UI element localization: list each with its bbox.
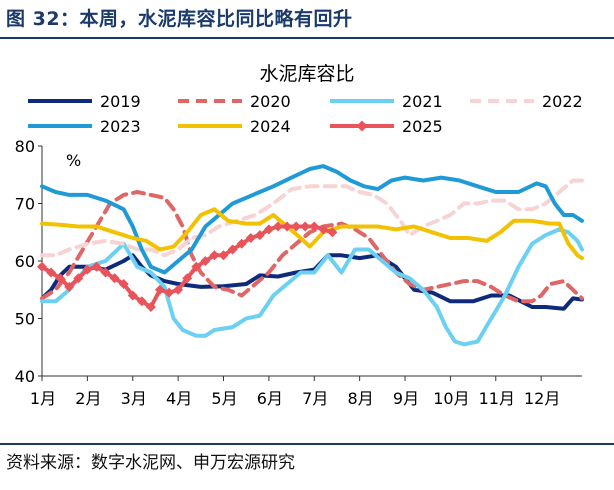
series-point-2025 <box>164 287 175 298</box>
title-rule <box>0 37 614 39</box>
x-tick-label: 11月 <box>479 389 515 408</box>
series-point-2025 <box>291 221 302 232</box>
chart-title: 水泥库容比 <box>259 63 354 85</box>
series-point-2025 <box>245 233 256 243</box>
series-point-2025 <box>327 227 338 238</box>
source-rule <box>0 443 614 445</box>
legend-label: 2020 <box>250 92 291 111</box>
chart-axes: 40 50 60 70 80% 1月 2月 3月 4月 5月 6月 7月 8月 9月 10月 11月 12月 <box>15 137 582 408</box>
y-tick-label: 50 <box>15 310 35 329</box>
series-point-2025 <box>182 273 193 284</box>
legend-marker <box>356 120 368 132</box>
series-point-2025 <box>318 224 329 235</box>
series-point-2025 <box>91 261 102 272</box>
series-point-2025 <box>100 267 111 278</box>
series-point-2025 <box>173 284 184 295</box>
x-tick-label: 9月 <box>393 389 419 408</box>
series-point-2025 <box>282 221 293 232</box>
x-tick-label: 12月 <box>524 389 560 408</box>
series-line-2021 <box>40 227 584 347</box>
chart-series <box>37 164 584 347</box>
series-point-2025 <box>109 273 120 284</box>
series-line-2023 <box>40 164 584 275</box>
x-tick-label: 1月 <box>30 389 56 408</box>
series-point-2025 <box>227 244 238 255</box>
legend-label: 2022 <box>542 92 583 111</box>
series-line-2024 <box>40 207 584 261</box>
series-point-2025 <box>272 221 283 232</box>
x-tick-label: 7月 <box>302 389 328 408</box>
y-tick-label: 40 <box>15 367 35 386</box>
figure-title: 图 32：本周，水泥库容比同比略有回升 <box>6 8 353 30</box>
legend-label: 2024 <box>250 117 291 136</box>
series-point-2025 <box>309 221 320 232</box>
x-tick-label: 6月 <box>257 389 283 408</box>
y-tick-label: 80 <box>15 137 35 156</box>
legend-label: 2019 <box>100 92 141 111</box>
series-line-2022 <box>40 178 584 258</box>
series-point-2025 <box>263 224 274 235</box>
series-point-2025 <box>73 273 84 284</box>
series-point-2025 <box>46 267 57 278</box>
y-unit-label: % <box>66 151 81 170</box>
y-tick-label: 60 <box>15 252 35 271</box>
series-point-2025 <box>236 238 247 249</box>
x-tick-label: 3月 <box>121 389 147 408</box>
x-tick-label: 8月 <box>348 389 374 408</box>
legend-label: 2025 <box>402 117 443 136</box>
y-tick-label: 70 <box>15 195 35 214</box>
x-tick-label: 10月 <box>433 389 469 408</box>
series-point-2025 <box>118 279 129 289</box>
series-point-2025 <box>218 250 229 261</box>
series-point-2025 <box>154 284 165 295</box>
chart-legend: 2019 2020 2021 2022 2023 2024 2025 <box>28 92 583 136</box>
series-point-2025 <box>254 230 265 241</box>
series-point-2025 <box>209 250 220 261</box>
line-chart: 水泥库容比 2019 2020 2021 2022 2023 2024 2025 40 50 6… <box>15 63 584 408</box>
series-line-2019 <box>40 253 584 311</box>
series-point-2025 <box>136 296 147 307</box>
series-point-2025 <box>191 261 202 272</box>
series-point-2025 <box>127 290 138 301</box>
series-point-2025 <box>145 302 156 312</box>
x-tick-label: 5月 <box>211 389 237 408</box>
series-point-2025 <box>64 281 75 292</box>
series-point-2025 <box>300 221 311 232</box>
legend-label: 2023 <box>100 117 141 136</box>
series-point-2025 <box>200 256 211 266</box>
series-point-2025 <box>37 261 47 272</box>
x-tick-label: 4月 <box>166 389 192 408</box>
series-point-2025 <box>82 264 93 275</box>
source-note: 资料来源：数字水泥网、申万宏源研究 <box>6 453 295 473</box>
x-tick-label: 2月 <box>75 389 101 408</box>
series-point-2025 <box>55 273 66 284</box>
legend-label: 2021 <box>402 92 443 111</box>
